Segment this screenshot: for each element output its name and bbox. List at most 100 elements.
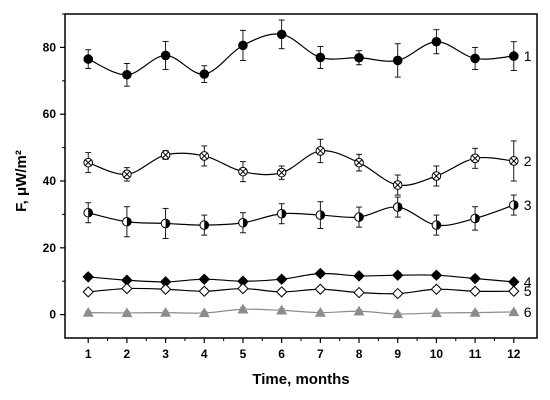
- data-point: [238, 217, 248, 228]
- y-tick-label: 0: [49, 308, 56, 322]
- series-label: 5: [524, 283, 532, 299]
- data-point: [469, 306, 481, 317]
- x-tick-label: 4: [201, 347, 208, 361]
- data-point: [276, 29, 287, 40]
- data-point: [122, 69, 132, 80]
- series-5: 5: [82, 282, 532, 300]
- x-tick-label: 1: [85, 347, 92, 361]
- data-point: [121, 282, 133, 295]
- data-point: [470, 213, 480, 224]
- data-point: [392, 202, 403, 212]
- data-point: [469, 285, 481, 297]
- data-point: [83, 157, 94, 168]
- data-point: [508, 156, 519, 166]
- data-point: [198, 285, 210, 297]
- data-point: [238, 166, 248, 177]
- data-point: [122, 216, 132, 227]
- y-tick-label: 40: [43, 174, 57, 188]
- series-label: 2: [524, 153, 532, 169]
- x-tick-label: 3: [162, 347, 169, 361]
- data-point: [314, 267, 327, 280]
- x-tick-label: 2: [124, 347, 131, 361]
- series-1: 1: [83, 19, 532, 87]
- data-point: [508, 306, 520, 317]
- data-point: [199, 151, 210, 161]
- data-point: [314, 306, 326, 317]
- data-point: [470, 53, 480, 64]
- x-tick-label: 8: [356, 347, 363, 361]
- data-point: [238, 40, 248, 51]
- data-point: [83, 207, 94, 218]
- y-axis-label: F, μW/m²: [13, 150, 30, 212]
- data-point: [121, 307, 133, 318]
- y-tick-label: 80: [43, 40, 57, 54]
- data-point: [470, 153, 480, 164]
- series-label: 3: [524, 197, 532, 213]
- data-point: [431, 36, 442, 47]
- data-point: [392, 269, 404, 281]
- data-point: [198, 307, 210, 318]
- data-point: [82, 286, 94, 298]
- series-4: 4: [82, 267, 532, 290]
- data-point: [159, 283, 172, 295]
- data-point: [160, 218, 171, 229]
- data-point: [237, 282, 249, 295]
- data-point: [198, 273, 210, 285]
- data-point: [430, 269, 443, 281]
- data-point: [199, 69, 210, 79]
- series-line: [88, 272, 514, 283]
- data-point: [353, 286, 365, 299]
- data-point: [430, 283, 443, 295]
- plot-frame: [64, 13, 538, 339]
- x-tick-label: 5: [240, 347, 247, 361]
- data-point: [275, 286, 288, 298]
- x-tick-label: 10: [430, 347, 444, 361]
- data-point: [276, 208, 287, 219]
- data-point: [315, 52, 326, 63]
- series-line: [87, 33, 514, 76]
- y-tick-label: 20: [43, 241, 57, 255]
- series-line: [88, 308, 514, 315]
- data-point: [508, 51, 519, 61]
- data-point: [353, 270, 365, 282]
- data-point: [353, 305, 365, 316]
- series-3: 3: [83, 194, 532, 239]
- series-line: [88, 204, 514, 227]
- data-point: [431, 171, 442, 181]
- data-point: [354, 52, 364, 63]
- data-point: [122, 169, 132, 180]
- series-6: 6: [82, 303, 532, 320]
- series-label: 6: [524, 304, 532, 320]
- data-point: [199, 220, 210, 230]
- series-2: 2: [83, 138, 532, 196]
- data-point: [276, 167, 287, 178]
- series-label: 1: [524, 48, 532, 64]
- data-point: [160, 306, 172, 317]
- data-point: [315, 146, 326, 156]
- x-tick-label: 9: [394, 347, 401, 361]
- data-point: [469, 272, 481, 285]
- x-tick-label: 6: [278, 347, 285, 361]
- data-point: [354, 157, 364, 168]
- data-point: [392, 55, 403, 66]
- data-point: [315, 210, 326, 220]
- data-point: [354, 212, 364, 222]
- data-point: [392, 180, 403, 190]
- x-tick-label: 7: [317, 347, 324, 361]
- data-point: [160, 50, 171, 61]
- y-tick-label: 60: [43, 107, 57, 121]
- data-point: [82, 271, 94, 283]
- x-tick-label: 12: [507, 347, 521, 361]
- plot-content: 1 2 3 45 6: [82, 19, 532, 320]
- data-point: [508, 276, 520, 288]
- series-line: [88, 287, 514, 295]
- data-point: [83, 54, 94, 64]
- data-point: [392, 287, 404, 300]
- data-point: [508, 200, 519, 210]
- data-point: [430, 307, 442, 318]
- data-point: [160, 150, 171, 160]
- x-axis-label: Time, months: [252, 371, 349, 388]
- data-point: [276, 304, 288, 315]
